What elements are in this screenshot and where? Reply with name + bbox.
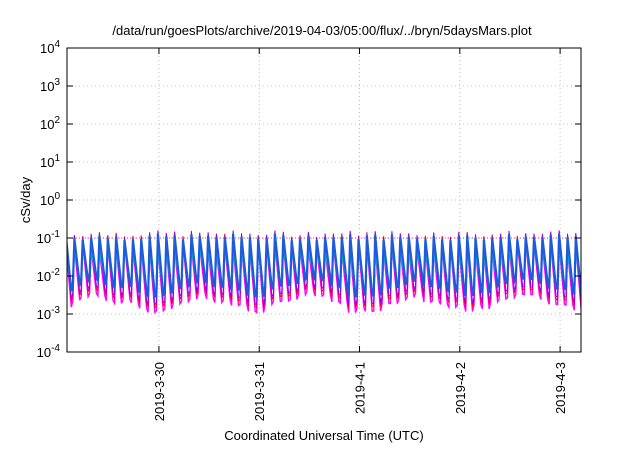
x-tick-label: 2019-4-1 bbox=[353, 362, 368, 414]
y-tick-label: 103 bbox=[40, 77, 60, 94]
series-group bbox=[67, 230, 581, 315]
x-axis-label: Coordinated Universal Time (UTC) bbox=[224, 428, 423, 443]
y-tick-label: 104 bbox=[40, 39, 60, 56]
y-tick-label: 10-2 bbox=[37, 267, 61, 284]
y-tick-label: 100 bbox=[40, 191, 60, 208]
y-tick-label: 10-3 bbox=[37, 305, 61, 322]
y-axis-label: cSv/day bbox=[18, 176, 33, 223]
x-tick-label: 2019-4-2 bbox=[453, 362, 468, 414]
chart-title: /data/run/goesPlots/archive/2019-04-03/0… bbox=[112, 23, 532, 38]
y-tick-label: 10-4 bbox=[37, 343, 61, 360]
y-tick-label: 102 bbox=[40, 115, 60, 132]
y-tick-label: 101 bbox=[40, 153, 60, 170]
x-tick-label: 2019-4-3 bbox=[553, 362, 568, 414]
y-tick-label: 10-1 bbox=[37, 229, 61, 246]
x-tick-label: 2019-3-31 bbox=[252, 362, 267, 421]
axes: 10-4 10-3 10-2 10-1 100 101 102 103 104 2019-3-30… bbox=[37, 39, 581, 421]
series-line bbox=[67, 233, 581, 300]
x-tick-label: 2019-3-30 bbox=[152, 362, 167, 421]
grid bbox=[67, 48, 581, 352]
